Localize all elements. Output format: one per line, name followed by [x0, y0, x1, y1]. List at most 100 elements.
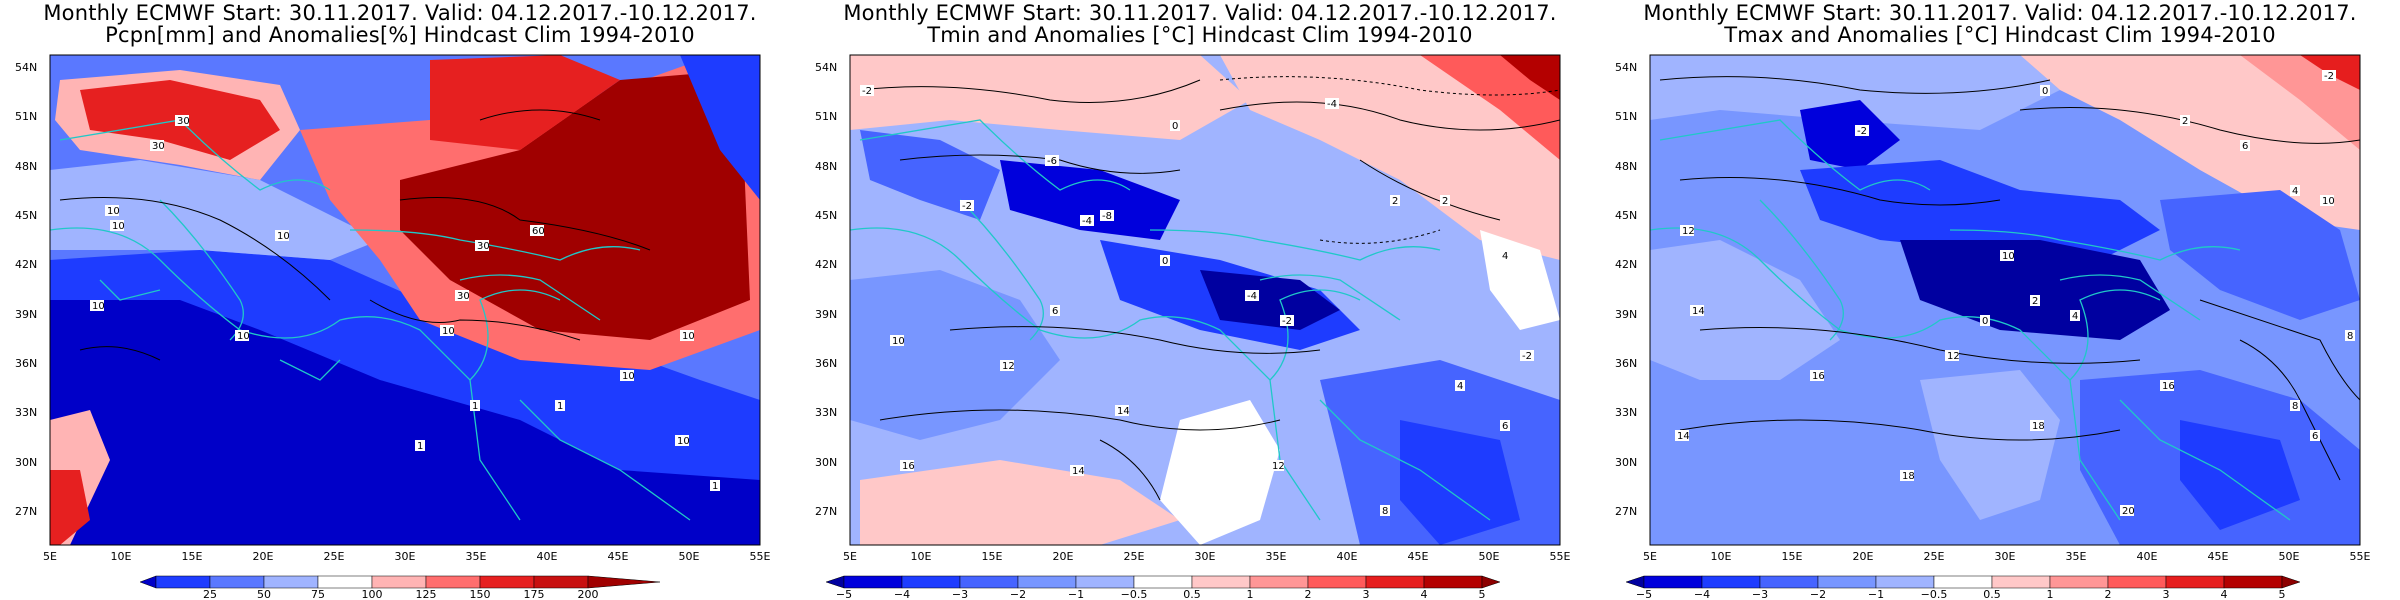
- lat-tick: 33N: [815, 406, 837, 419]
- lon-tick: 55E: [2350, 550, 2371, 563]
- colorbar-label: 50: [257, 588, 271, 600]
- anomaly-region-near-normal-north: [1650, 55, 2060, 130]
- contour-label: 2: [1442, 196, 1448, 207]
- contour-label: -8: [1102, 211, 1112, 222]
- colorbar-label: 100: [362, 588, 383, 600]
- lat-tick: 45N: [815, 209, 837, 222]
- lat-tick: 48N: [15, 160, 37, 173]
- colorbar-swatch: [1133, 575, 1193, 589]
- anomaly-region-wet-northeast: [430, 55, 620, 150]
- contour-label: 10: [277, 231, 290, 242]
- lon-tick: 35E: [466, 550, 487, 563]
- colorbar-label: −5: [836, 588, 852, 600]
- lon-tick: 25E: [1124, 550, 1145, 563]
- contour-label: 2: [2182, 116, 2188, 127]
- anomaly-region-cold-west: [850, 270, 1060, 440]
- colorbar-swatch: [1759, 575, 1819, 589]
- anomaly-region-warm-south: [860, 460, 1180, 545]
- coastlines: [1650, 119, 2291, 521]
- colorbar-swatch: [1933, 575, 1993, 589]
- contour-label: -4: [1247, 291, 1257, 302]
- colorbar-label: 3: [2163, 588, 2170, 600]
- colorbar-label: 75: [311, 588, 325, 600]
- anomaly-region-very-cold-balkans: [1800, 100, 1900, 170]
- contour-label: 14: [1677, 431, 1690, 442]
- lat-tick: 54N: [815, 61, 837, 74]
- contour-label: 6: [1052, 306, 1058, 317]
- colorbar-label: −2: [1010, 588, 1026, 600]
- lon-tick: 40E: [2137, 550, 2158, 563]
- tmin-negative-contours: [1219, 76, 1560, 244]
- colorbar-swatch: [843, 575, 903, 589]
- colorbar-swatch: [2049, 575, 2109, 589]
- panel-title-line2: Pcpn[mm] and Anomalies[%] Hindcast Clim …: [105, 23, 695, 47]
- longitude-ticks: 5E 10E 15E 20E 25E 30E 35E 40E 45E 50E 5…: [1643, 550, 2370, 563]
- contour-label: 30: [457, 291, 470, 302]
- contour-label: -6: [1047, 156, 1057, 167]
- contour-labels: 10 10 10 10 10 10 10 10 30 30 30 30 60 1…: [90, 115, 720, 492]
- lat-tick: 39N: [15, 308, 37, 321]
- anomaly-region-warm-northeast: [1220, 55, 1560, 260]
- colorbar-label: 0.5: [1983, 588, 2001, 600]
- contour-label: 30: [152, 141, 165, 152]
- colorbar: 25 50 75 100 125 150 175 200: [139, 575, 661, 600]
- lat-tick: 30N: [15, 456, 37, 469]
- colorbar-swatch: [2107, 575, 2167, 589]
- contour-label: 18: [2032, 421, 2045, 432]
- precipitation-map: 10 10 10 10 10 10 10 10 30 30 30 30 60 1…: [15, 54, 771, 600]
- lon-tick: 35E: [2066, 550, 2087, 563]
- colorbar-label: −1: [1068, 588, 1084, 600]
- contour-label: 10: [682, 331, 695, 342]
- lat-tick: 33N: [1615, 406, 1637, 419]
- colorbar-label: 4: [1421, 588, 1428, 600]
- lon-tick: 30E: [1995, 550, 2016, 563]
- colorbar-label: −1: [1868, 588, 1884, 600]
- anomaly-region-very-cold-balkans: [1000, 160, 1180, 240]
- lon-tick: 20E: [253, 550, 274, 563]
- lon-tick: 15E: [182, 550, 203, 563]
- lon-tick: 5E: [843, 550, 857, 563]
- anomaly-region-mild-west: [1650, 240, 1840, 380]
- contour-labels: -2 0 2 4 6 8 10 12 14 16 18 -2 0 2 4 12 …: [1675, 70, 2355, 517]
- colorbar: −5 −4 −3 −2 −1 −0.5 0.5 1 2 3 4 5: [1625, 575, 2301, 600]
- contour-label: 1: [712, 481, 718, 492]
- colorbar-label: 150: [470, 588, 491, 600]
- panel-title-line1: Monthly ECMWF Start: 30.11.2017. Valid: …: [1643, 1, 2357, 25]
- colorbar-low-arrow: [825, 575, 845, 589]
- panel-title-line2: Tmin and Anomalies [°C] Hindcast Clim 19…: [927, 23, 1473, 47]
- lon-tick: 25E: [1924, 550, 1945, 563]
- contour-label: 4: [2292, 186, 2298, 197]
- lat-tick: 42N: [815, 258, 837, 271]
- colorbar-swatch: [425, 575, 481, 589]
- contour-label: 10: [237, 331, 250, 342]
- contour-label: 14: [1117, 406, 1130, 417]
- contour-label: 6: [1502, 421, 1508, 432]
- lat-tick: 51N: [15, 110, 37, 123]
- latitude-ticks: 54N 51N 48N 45N 42N 39N 36N 33N 30N 27N: [815, 61, 837, 518]
- contour-label: -2: [1282, 316, 1292, 327]
- contour-label: 12: [1682, 226, 1695, 237]
- lat-tick: 30N: [1615, 456, 1637, 469]
- lon-tick: 55E: [1550, 550, 1571, 563]
- contour-label: 30: [477, 241, 490, 252]
- longitude-ticks: 5E 10E 15E 20E 25E 30E 35E 40E 45E 50E 5…: [843, 550, 1570, 563]
- colorbar-label: −4: [894, 588, 910, 600]
- colorbar-swatch: [1875, 575, 1935, 589]
- anomaly-region-very-wet-east: [400, 70, 750, 340]
- lat-tick: 27N: [815, 505, 837, 518]
- contour-label: 10: [622, 371, 635, 382]
- colorbar-swatch: [1017, 575, 1077, 589]
- lon-tick: 15E: [1782, 550, 1803, 563]
- lat-tick: 27N: [1615, 505, 1637, 518]
- contour-label: 10: [92, 301, 105, 312]
- contour-label: 4: [2072, 311, 2078, 322]
- lon-tick: 20E: [1053, 550, 1074, 563]
- contour-label: 1: [557, 401, 563, 412]
- contour-label: 1: [472, 401, 478, 412]
- contour-label: 8: [2292, 401, 2298, 412]
- colorbar-label: −5: [1636, 588, 1652, 600]
- colorbar-swatch: [2223, 575, 2283, 589]
- lat-tick: 54N: [1615, 61, 1637, 74]
- colorbar-swatch: [479, 575, 535, 589]
- colorbar-label: −4: [1694, 588, 1710, 600]
